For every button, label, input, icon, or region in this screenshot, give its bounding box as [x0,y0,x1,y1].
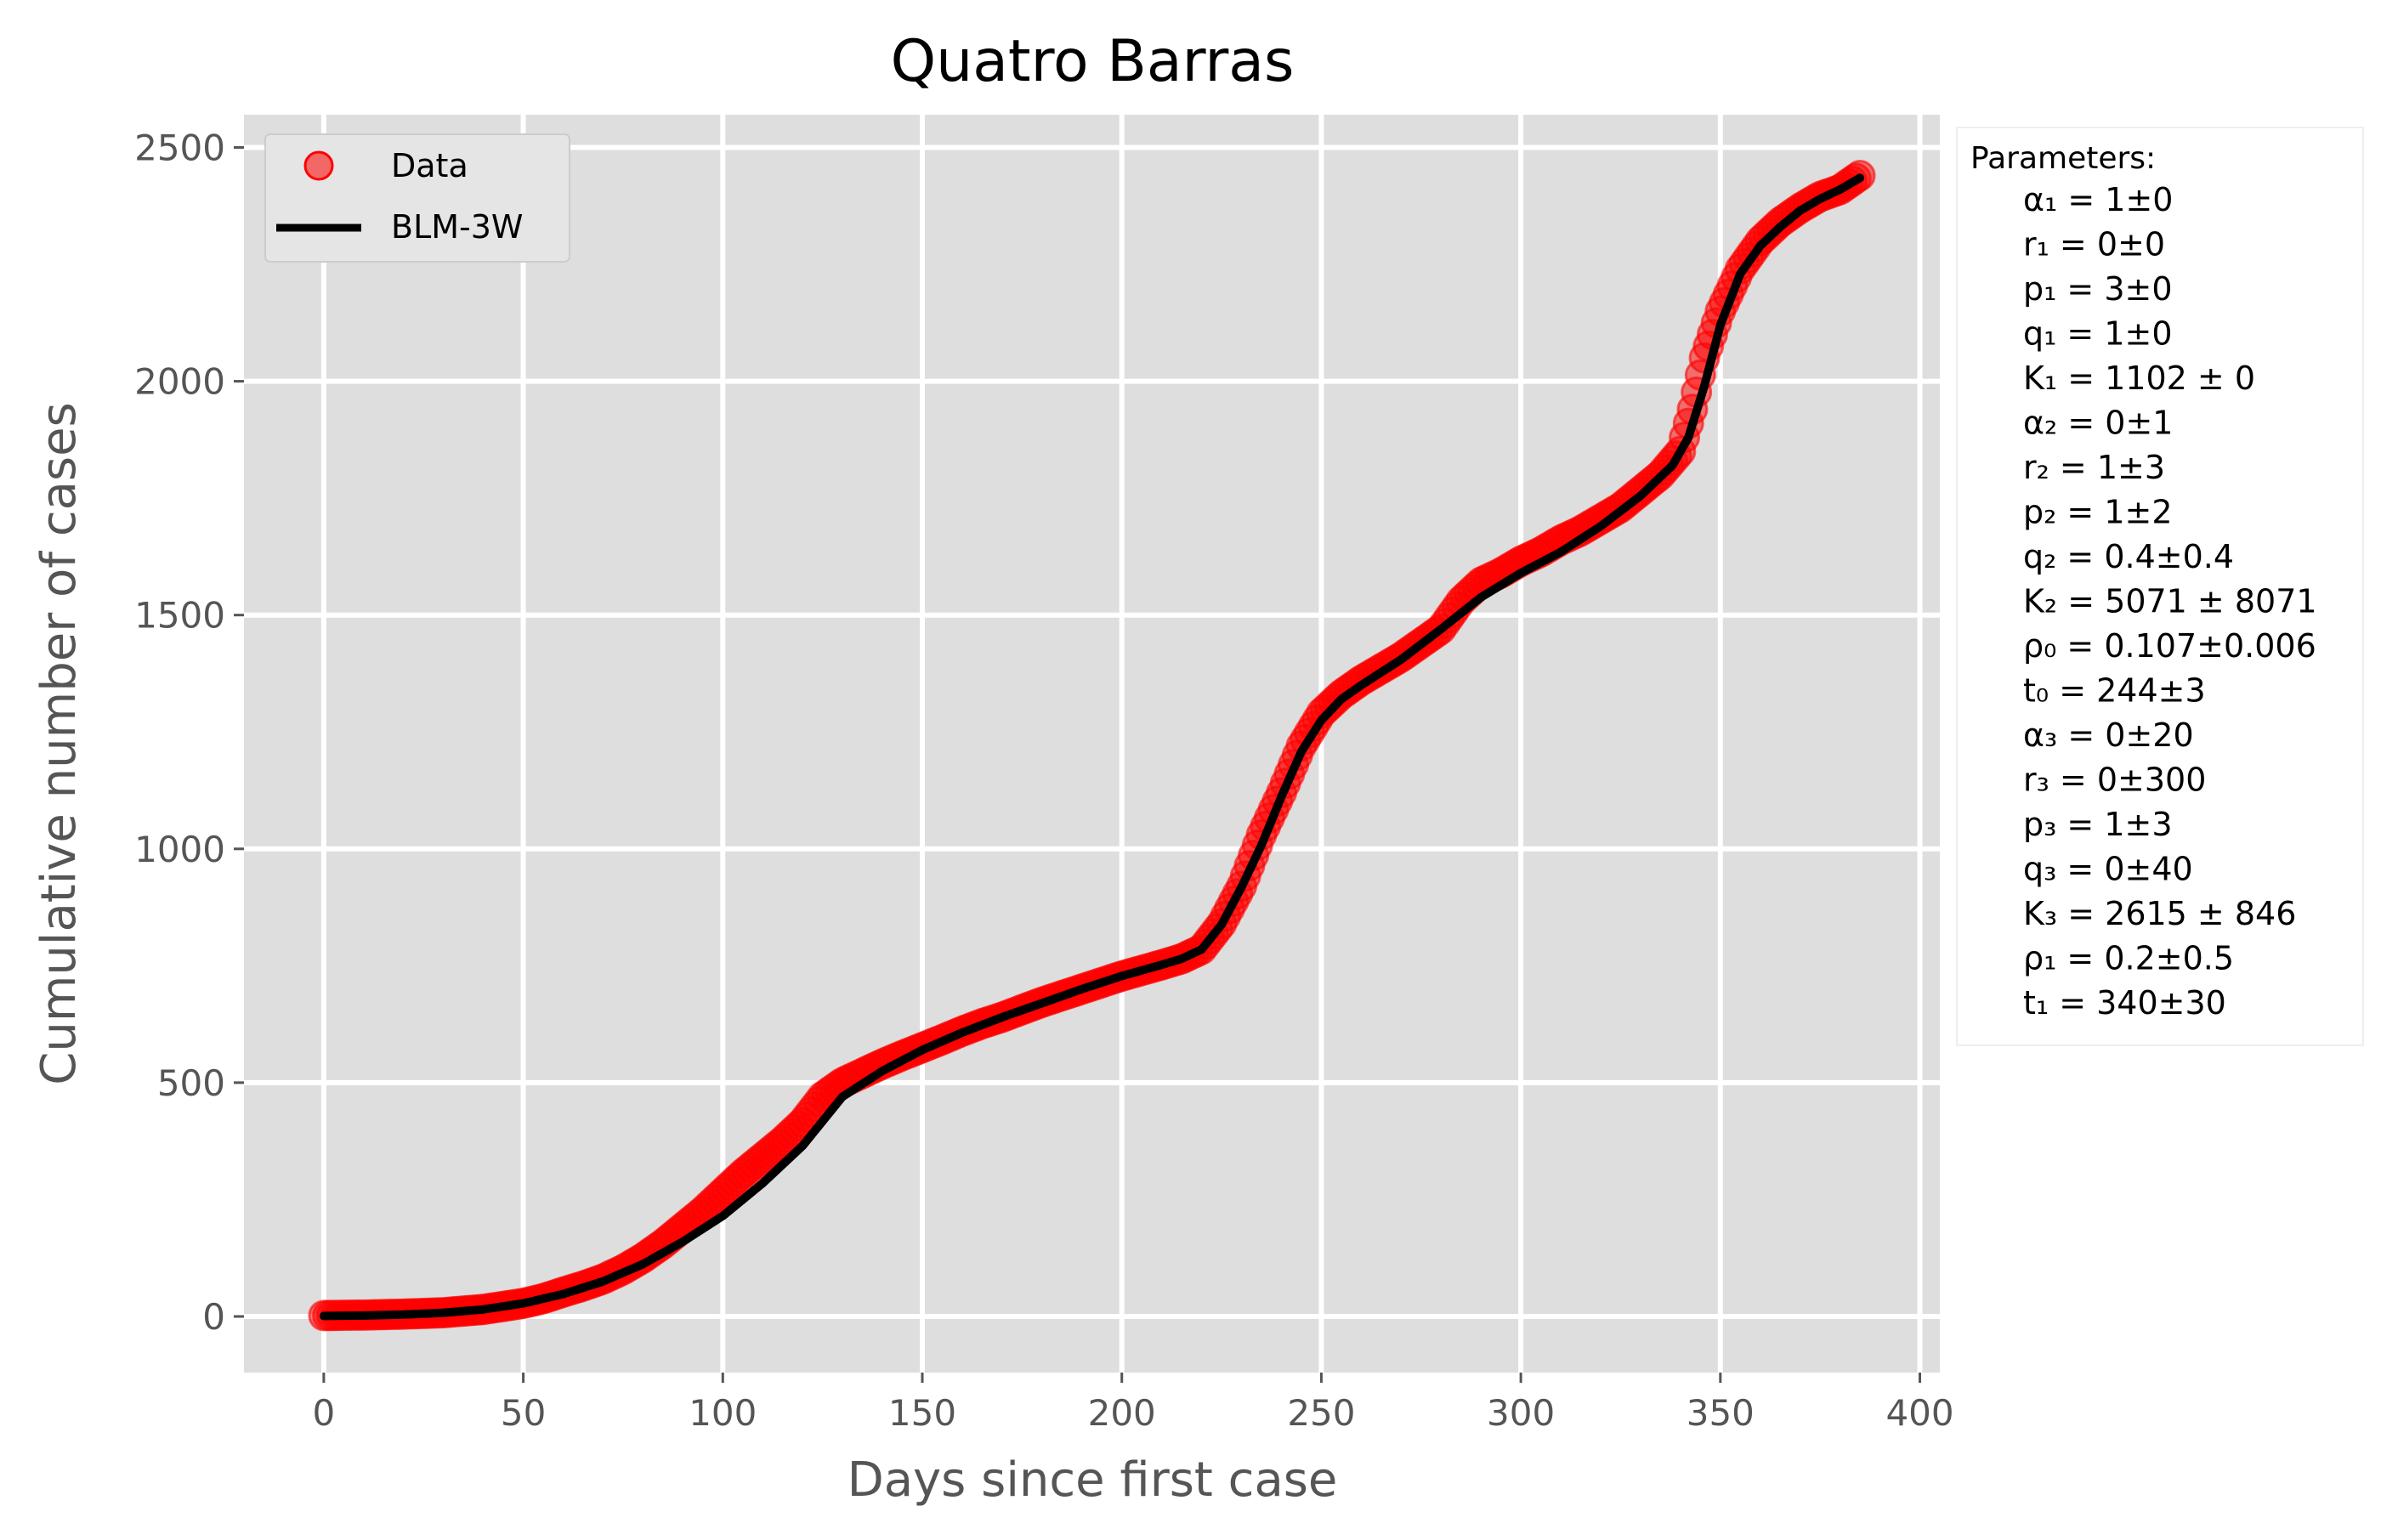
y-tick-label-1: 500 [157,1062,225,1104]
legend: Data BLM-3W [264,133,570,263]
legend-label-fit: BLM-3W [391,208,524,246]
plot-area [244,115,1940,1373]
parameters-box: Parameters: α₁ = 1±0 r₁ = 0±0 p₁ = 3±0 q₁ =… [1956,127,2364,1046]
parameter-line-17: ρ₁ = 0.2±0.5 [2023,940,2234,977]
y-tick-label-4: 2000 [134,361,225,403]
parameter-line-2: p₁ = 3±0 [2023,270,2173,308]
parameters-frame [1956,127,2364,1046]
parameter-line-7: p₂ = 1±2 [2023,494,2173,531]
x-tick-label-6: 300 [1487,1392,1555,1434]
parameter-line-13: r₃ = 0±300 [2023,762,2206,799]
parameter-line-11: t₀ = 244±3 [2023,672,2206,710]
x-tick-label-5: 250 [1287,1392,1355,1434]
parameter-line-9: K₂ = 5071 ± 8071 [2023,583,2317,620]
y-tick-label-5: 2500 [134,127,225,169]
grid [244,115,1940,1373]
x-tick-label-1: 50 [501,1392,546,1434]
x-tick-label-8: 400 [1885,1392,1953,1434]
parameter-line-6: r₂ = 1±3 [2023,449,2165,486]
parameter-line-14: p₃ = 1±3 [2023,806,2173,843]
parameter-line-8: q₂ = 0.4±0.4 [2023,538,2234,575]
x-axis-label: Days since first case [848,1452,1338,1508]
parameter-line-3: q₁ = 1±0 [2023,315,2173,353]
x-axis-ticks: 0 50 100 150 200 250 300 350 400 [313,1373,1954,1434]
chart-title: Quatro Barras [891,28,1295,95]
parameter-lines: α₁ = 1±0 r₁ = 0±0 p₁ = 3±0 q₁ = 1±0 K₁ = 110… [2023,181,2317,1022]
y-axis-ticks: 0 500 1000 1500 2000 2500 [134,127,244,1338]
x-tick-label-4: 200 [1088,1392,1156,1434]
parameter-line-0: α₁ = 1±0 [2023,181,2173,218]
legend-label-data: Data [391,147,468,184]
fit-line-blm-3w [319,173,1865,1321]
parameter-line-16: K₃ = 2615 ± 846 [2023,895,2296,932]
parameters-heading: Parameters: [1970,141,2156,176]
parameter-line-4: K₁ = 1102 ± 0 [2023,360,2255,397]
x-tick-label-7: 350 [1687,1392,1755,1434]
y-tick-label-0: 0 [202,1296,225,1338]
x-tick-label-3: 150 [888,1392,956,1434]
x-tick-label-0: 0 [313,1392,336,1434]
parameter-line-5: α₂ = 0±1 [2023,405,2173,442]
parameter-line-12: α₃ = 0±20 [2023,716,2194,754]
y-tick-label-2: 1000 [134,829,225,870]
parameter-line-1: r₁ = 0±0 [2023,226,2165,263]
y-axis-label: Cumulative number of cases [31,402,87,1084]
y-tick-label-3: 1500 [134,595,225,637]
parameter-line-15: q₃ = 0±40 [2023,851,2193,888]
legend-marker-data [303,150,334,181]
x-tick-label-2: 100 [689,1392,757,1434]
parameter-line-10: ρ₀ = 0.107±0.006 [2023,627,2316,665]
parameter-line-18: t₁ = 340±30 [2023,984,2226,1022]
